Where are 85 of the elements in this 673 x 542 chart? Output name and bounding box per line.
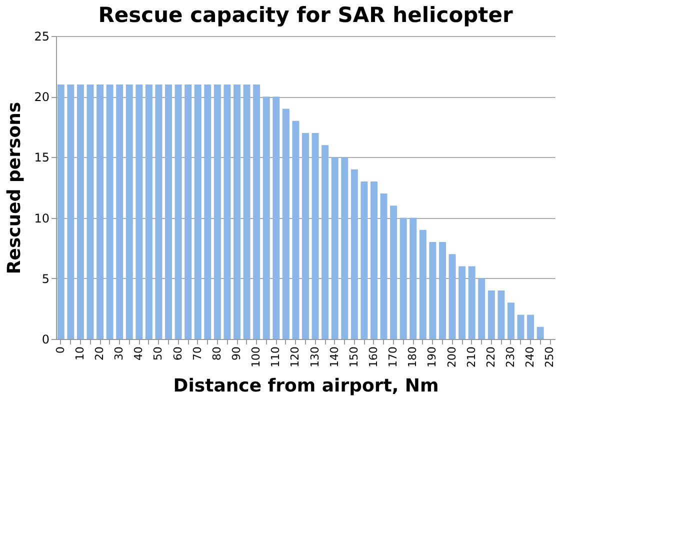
y-tick-label: 5	[42, 272, 50, 286]
bar	[194, 84, 202, 339]
bar	[174, 84, 182, 339]
x-tick-label: 250	[543, 346, 556, 368]
x-tick-label: 80	[210, 346, 224, 360]
bar	[76, 84, 84, 339]
x-tick-label: 160	[366, 346, 380, 368]
x-tick-label: 100	[250, 346, 263, 368]
bar	[155, 84, 162, 339]
x-tick-label: 90	[230, 346, 244, 360]
bar	[292, 120, 300, 339]
bar	[253, 84, 260, 339]
x-tick-label: 130	[308, 346, 322, 368]
bar	[341, 157, 348, 339]
bar	[438, 242, 446, 339]
bar	[165, 84, 172, 339]
x-tick-label: 60	[171, 346, 184, 360]
x-tick-label: 170	[386, 346, 400, 368]
x-tick-label: 50	[152, 346, 165, 360]
chart-title: Rescue capacity for SAR helicopter	[98, 3, 514, 27]
x-tick-label: 110	[269, 346, 282, 368]
x-tick-label: 230	[504, 346, 517, 368]
bar	[243, 84, 250, 339]
bar	[370, 181, 378, 339]
y-axis-title: Rescued persons	[4, 102, 26, 274]
bar	[136, 84, 143, 339]
x-tick-label: 140	[328, 346, 341, 368]
y-tick-label: 10	[34, 211, 50, 226]
bar	[204, 84, 212, 339]
bar	[184, 84, 192, 339]
bar	[360, 181, 368, 339]
bar	[272, 96, 280, 339]
bar	[390, 206, 398, 339]
bar	[507, 302, 514, 339]
x-tick-label: 180	[406, 346, 420, 368]
bar	[262, 96, 270, 339]
bar	[331, 157, 338, 339]
bar	[488, 290, 495, 339]
bar	[116, 84, 124, 339]
bar	[536, 326, 544, 339]
x-tick-label: 190	[426, 346, 439, 368]
bar	[478, 278, 486, 339]
bar	[448, 254, 456, 339]
x-tick-label: 10	[73, 346, 86, 360]
x-tick-label: 210	[464, 346, 478, 368]
bar	[86, 84, 94, 339]
bar	[380, 194, 388, 339]
bar	[96, 84, 104, 339]
bar	[145, 84, 152, 339]
bar	[67, 84, 74, 339]
x-tick-label: 70	[190, 346, 204, 360]
y-tick-label: 25	[34, 30, 50, 44]
bar	[312, 132, 319, 339]
x-tick-label: 240	[524, 346, 537, 368]
bar	[214, 84, 221, 339]
x-tick-label: 30	[112, 346, 126, 360]
bar	[419, 230, 426, 339]
bar	[234, 84, 241, 339]
bar	[517, 314, 524, 339]
bar	[458, 266, 466, 339]
bar	[429, 242, 436, 339]
bar	[400, 218, 407, 339]
bar	[302, 132, 309, 339]
bar	[498, 290, 505, 339]
x-tick-label: 40	[132, 346, 146, 360]
x-tick-label: 200	[445, 346, 458, 368]
y-tick-label: 20	[34, 90, 50, 104]
bar	[224, 84, 231, 339]
x-tick-label: 150	[347, 346, 360, 368]
bar	[322, 145, 329, 339]
y-tick-label: 15	[34, 150, 50, 165]
bar	[282, 108, 290, 339]
bar	[57, 84, 64, 339]
bar	[350, 169, 358, 339]
y-tick-label: 0	[42, 332, 50, 346]
bar	[527, 314, 534, 339]
x-tick-label: 220	[484, 346, 498, 368]
bar	[106, 84, 114, 339]
x-tick-label: 0	[54, 346, 67, 354]
x-axis-title: Distance from airport, Nm	[173, 375, 439, 396]
bar	[410, 218, 417, 339]
x-tick-label: 120	[288, 346, 302, 368]
x-tick-label: 20	[93, 346, 106, 360]
bar	[468, 266, 476, 339]
bar	[126, 84, 133, 339]
